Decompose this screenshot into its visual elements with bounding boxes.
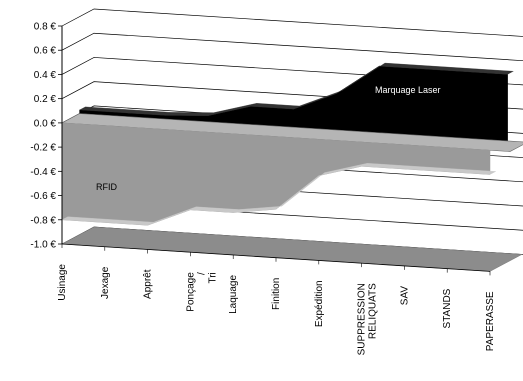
x-tick-label: SAV [399,286,410,306]
x-tick-label: Usinage [57,264,68,301]
y-tick-label: -0.2 € [30,143,56,154]
y-tick-label: -1.0 € [30,240,56,251]
gridline [62,33,523,62]
y-tick-label: -0.8 € [30,215,56,226]
y-tick-label: -0.4 € [30,167,56,178]
x-tick-label: PAPERASSE [485,291,496,351]
y-tick-label: -0.6 € [30,191,56,202]
gridline [62,9,523,38]
chart-floor [62,227,522,271]
series-label-rfid: RFID [96,182,117,192]
x-tick-label: SUPPRESSIONRELIQUATS [357,283,379,356]
x-tick-label: Finition [271,278,282,310]
x-tick-label: Jexage [100,266,111,299]
x-tick-label: STANDS [442,288,453,328]
y-tick-label: 0.6 € [34,46,57,57]
series-label-marquage-laser: Marquage Laser [375,85,441,95]
y-tick-label: 0.2 € [34,94,57,105]
x-tick-label: Apprêt [143,269,154,299]
x-tick-label: Ponçage/Tri [185,272,218,312]
y-tick-label: 0.8 € [34,22,57,33]
y-tick-label: 0.4 € [34,70,57,81]
x-tick-label: Expédition [314,280,325,327]
x-tick-label: Laquage [228,275,239,314]
y-tick-label: 0.0 € [34,118,57,129]
